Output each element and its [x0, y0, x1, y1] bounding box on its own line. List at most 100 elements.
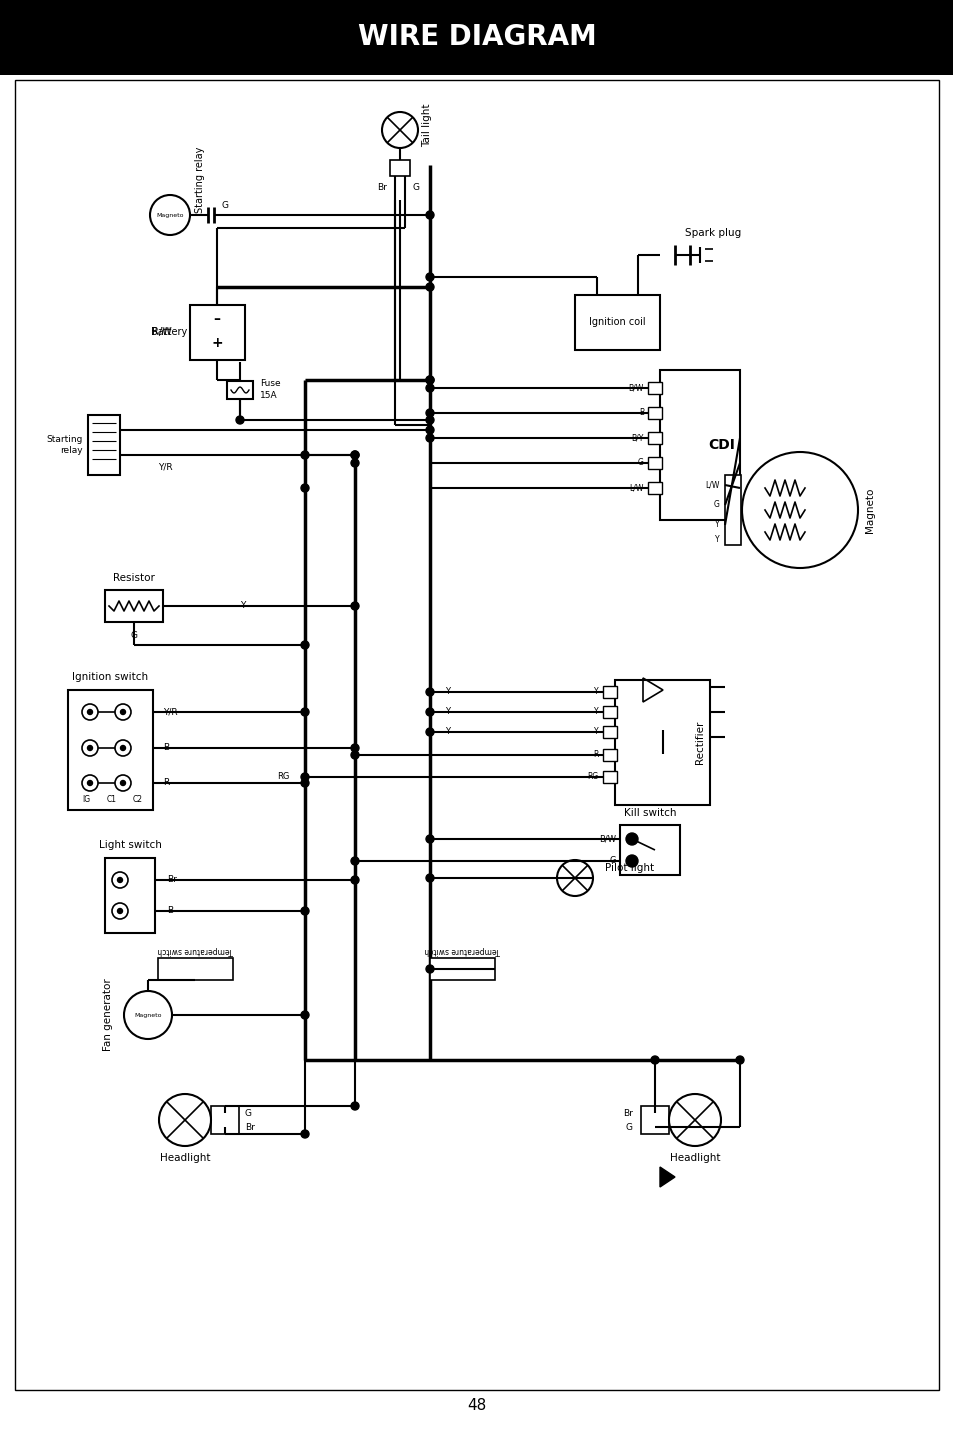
Text: Temperature switch: Temperature switch — [424, 945, 499, 955]
Bar — [602, 770, 617, 783]
Bar — [211, 1106, 239, 1134]
Bar — [659, 369, 740, 520]
Circle shape — [301, 773, 309, 780]
Circle shape — [351, 876, 358, 884]
Circle shape — [120, 709, 126, 715]
Text: Magneto: Magneto — [134, 1012, 162, 1018]
Circle shape — [426, 434, 434, 442]
Circle shape — [426, 274, 434, 281]
Circle shape — [351, 745, 358, 752]
Circle shape — [426, 410, 434, 417]
Bar — [615, 680, 709, 805]
Text: Headlight: Headlight — [669, 1153, 720, 1163]
Text: 15A: 15A — [260, 391, 277, 400]
Text: CDI: CDI — [708, 438, 735, 453]
Circle shape — [235, 417, 244, 424]
Text: 48: 48 — [467, 1398, 486, 1412]
Circle shape — [301, 1011, 309, 1020]
Circle shape — [426, 687, 434, 696]
Text: B/Y: B/Y — [631, 434, 643, 442]
Text: Kill switch: Kill switch — [623, 808, 676, 818]
Text: Fuse: Fuse — [260, 379, 280, 388]
Text: IG: IG — [82, 796, 90, 805]
Circle shape — [426, 425, 434, 434]
Circle shape — [301, 484, 309, 493]
Text: B: B — [163, 743, 169, 752]
Text: Ignition switch: Ignition switch — [71, 672, 148, 682]
Bar — [190, 305, 245, 359]
Circle shape — [351, 856, 358, 865]
Circle shape — [120, 746, 126, 750]
Text: Temperature switch: Temperature switch — [157, 945, 233, 955]
Text: –: – — [213, 312, 220, 326]
Text: Ignition coil: Ignition coil — [588, 316, 644, 326]
Text: C2: C2 — [132, 796, 143, 805]
Circle shape — [301, 1130, 309, 1138]
Text: +: + — [211, 337, 223, 349]
Text: Starting relay: Starting relay — [194, 147, 205, 213]
Text: B/W: B/W — [598, 835, 616, 843]
Text: Rectifier: Rectifier — [695, 720, 704, 763]
Text: Spark plug: Spark plug — [684, 228, 740, 238]
Circle shape — [426, 707, 434, 716]
Text: G: G — [625, 1123, 633, 1131]
Text: R: R — [163, 779, 169, 788]
Circle shape — [351, 1103, 358, 1110]
Text: G: G — [221, 200, 229, 209]
Text: Light switch: Light switch — [98, 841, 161, 851]
Circle shape — [426, 835, 434, 843]
Circle shape — [301, 707, 309, 716]
Text: RG: RG — [277, 772, 290, 782]
Bar — [647, 432, 661, 444]
Bar — [158, 958, 233, 979]
Text: Headlight: Headlight — [159, 1153, 210, 1163]
Text: Br: Br — [245, 1123, 254, 1131]
Text: G: G — [245, 1108, 252, 1117]
Text: G: G — [609, 856, 616, 865]
Text: Y: Y — [240, 601, 246, 610]
Text: Y/R: Y/R — [163, 707, 177, 716]
Circle shape — [117, 878, 122, 882]
Text: Pilot light: Pilot light — [604, 863, 654, 874]
Text: B/W: B/W — [628, 384, 643, 392]
Text: B: B — [167, 906, 172, 915]
Text: Br: Br — [167, 875, 176, 885]
Text: WIRE DIAGRAM: WIRE DIAGRAM — [357, 23, 596, 52]
Bar — [647, 483, 661, 494]
Bar — [640, 1106, 668, 1134]
Bar — [724, 475, 740, 546]
Circle shape — [426, 211, 434, 219]
Circle shape — [120, 780, 126, 786]
Text: Battery: Battery — [151, 326, 187, 337]
Text: L/W: L/W — [705, 481, 720, 490]
Bar — [602, 706, 617, 717]
Bar — [619, 825, 679, 875]
Text: Y: Y — [445, 727, 450, 736]
Circle shape — [301, 779, 309, 788]
Text: Y: Y — [715, 536, 720, 544]
Text: Y: Y — [445, 687, 450, 696]
Circle shape — [426, 874, 434, 882]
Bar — [575, 295, 659, 349]
Circle shape — [301, 906, 309, 915]
Bar — [430, 958, 495, 979]
Bar — [227, 381, 253, 400]
Text: Y: Y — [715, 520, 720, 530]
Bar — [602, 726, 617, 737]
Circle shape — [88, 780, 92, 786]
Text: B: B — [639, 408, 643, 418]
Bar — [0, 0, 953, 74]
Text: Br: Br — [622, 1108, 633, 1117]
Circle shape — [351, 601, 358, 610]
Text: RG: RG — [587, 772, 598, 782]
Circle shape — [351, 451, 358, 460]
Bar — [390, 160, 410, 176]
Circle shape — [735, 1055, 743, 1064]
Bar — [68, 690, 152, 811]
Circle shape — [351, 750, 358, 759]
Text: C1: C1 — [107, 796, 117, 805]
Circle shape — [426, 417, 434, 424]
Circle shape — [351, 451, 358, 460]
Circle shape — [301, 642, 309, 649]
Text: Y: Y — [445, 707, 450, 716]
